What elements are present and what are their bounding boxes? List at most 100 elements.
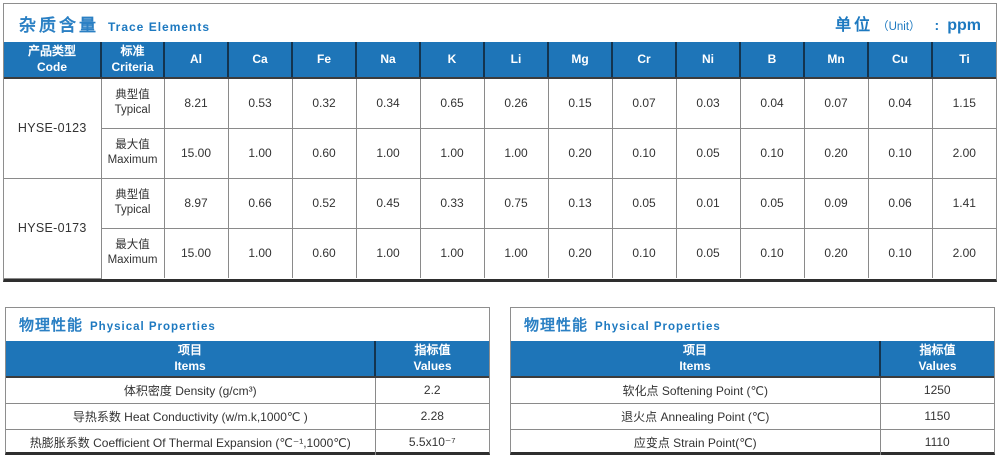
trace-col-b: B: [739, 42, 804, 80]
trace-value: 1.00: [419, 227, 485, 279]
trace-value: 0.01: [675, 177, 741, 229]
physical-properties-table-right: 项目 Items 指标值 Values 软化点 Softening Point (℃) 1…: [511, 341, 994, 456]
trace-value: 0.10: [867, 127, 933, 179]
trace-value: 0.26: [483, 77, 549, 129]
trace-col-ca: Ca: [227, 42, 292, 80]
trace-col-li: Li: [483, 42, 548, 80]
phys-right-title-row: 物理性能 Physical Properties: [511, 308, 994, 341]
phys-right-title-cn: 物理性能: [524, 317, 589, 334]
trace-col-cu: Cu: [867, 42, 932, 80]
phys-value: 2.28: [374, 402, 489, 430]
phys-item: 退火点 Annealing Point (℃): [511, 402, 881, 430]
trace-value: 0.04: [739, 77, 805, 129]
trace-col-code: 产品类型 Code: [4, 42, 101, 80]
unit-cn: 单位: [835, 17, 874, 34]
product-code: HYSE-0173: [4, 177, 102, 279]
trace-value: 0.10: [611, 127, 677, 179]
trace-row-typical: HYSE-0123 典型值 Typical 8.21 0.53 0.32 0.34 0.65 0…: [4, 77, 996, 179]
trace-value: 0.20: [803, 227, 869, 279]
trace-row-maximum: 最大值 Maximum 15.00 1.00 0.60 1.00 1.00 1.00 0.20 0…: [4, 127, 996, 179]
trace-value: 15.00: [163, 127, 229, 179]
phys-col-items: 项目 Items: [511, 341, 880, 379]
phys-row: 应变点 Strain Point(℃) 1110: [511, 428, 994, 456]
phys-left-title: 物理性能 Physical Properties: [19, 314, 216, 335]
trace-value: 1.41: [931, 177, 996, 229]
trace-value: 0.20: [547, 227, 613, 279]
trace-col-criteria: 标准 Criteria: [100, 42, 164, 80]
trace-header-row: 产品类型 Code 标准 Criteria Al Ca Fe Na K Li Mg Cr Ni B Mn Cu…: [4, 42, 996, 80]
phys-row: 退火点 Annealing Point (℃) 1150: [511, 402, 994, 430]
phys-value: 2.2: [374, 376, 489, 404]
trace-value: 15.00: [163, 227, 229, 279]
phys-item: 导热系数 Heat Conductivity (w/m.k,1000℃ ): [6, 402, 376, 430]
trace-value: 0.06: [867, 177, 933, 229]
trace-value: 0.20: [547, 127, 613, 179]
trace-value: 0.10: [867, 227, 933, 279]
trace-value: 1.00: [483, 127, 549, 179]
trace-value: 0.07: [803, 77, 869, 129]
trace-value: 0.53: [227, 77, 293, 129]
trace-value: 1.00: [483, 227, 549, 279]
phys-col-items: 项目 Items: [6, 341, 375, 379]
trace-value: 0.15: [547, 77, 613, 129]
trace-value: 0.20: [803, 127, 869, 179]
phys-left-title-row: 物理性能 Physical Properties: [6, 308, 489, 341]
phys-value: 5.5x10⁻⁷: [374, 428, 489, 456]
trace-value: 0.32: [291, 77, 357, 129]
physical-properties-table-left: 项目 Items 指标值 Values 体积密度 Density (g/cm³) 2.2 导…: [6, 341, 489, 456]
phys-col-values: 指标值 Values: [374, 341, 489, 379]
trace-title-en: Trace Elements: [108, 19, 211, 34]
trace-col-fe: Fe: [291, 42, 356, 80]
phys-item: 软化点 Softening Point (℃): [511, 376, 881, 404]
phys-item: 应变点 Strain Point(℃): [511, 428, 881, 456]
phys-col-values: 指标值 Values: [879, 341, 994, 379]
unit-label: 单位 （Unit） : ppm: [835, 11, 981, 35]
trace-value: 2.00: [931, 127, 996, 179]
trace-title: 杂质含量 Trace Elements: [19, 11, 210, 36]
trace-col-mn: Mn: [803, 42, 868, 80]
trace-value: 1.00: [227, 227, 293, 279]
trace-value: 0.05: [611, 177, 677, 229]
phys-value: 1250: [879, 376, 994, 404]
trace-value: 0.33: [419, 177, 485, 229]
trace-value: 0.05: [675, 127, 741, 179]
trace-value: 0.65: [419, 77, 485, 129]
trace-col-al: Al: [163, 42, 228, 80]
trace-value: 0.34: [355, 77, 421, 129]
trace-value: 1.00: [355, 227, 421, 279]
phys-left-title-cn: 物理性能: [19, 317, 84, 334]
trace-value: 0.05: [675, 227, 741, 279]
row-label-maximum: 最大值 Maximum: [101, 127, 165, 179]
unit-value: ppm: [947, 17, 981, 34]
trace-row-typical: HYSE-0173 典型值 Typical 8.97 0.66 0.52 0.45 0.33 0…: [4, 177, 996, 279]
trace-col-cr: Cr: [611, 42, 676, 80]
trace-value: 0.05: [739, 177, 805, 229]
trace-value: 0.10: [739, 127, 805, 179]
trace-col-ti: Ti: [931, 42, 996, 80]
trace-value: 0.52: [291, 177, 357, 229]
product-code: HYSE-0123: [4, 77, 102, 179]
trace-col-na: Na: [355, 42, 420, 80]
trace-value: 0.07: [611, 77, 677, 129]
trace-value: 8.97: [163, 177, 229, 229]
trace-value: 0.60: [291, 227, 357, 279]
phys-right-title: 物理性能 Physical Properties: [524, 314, 721, 335]
unit-separator: :: [934, 17, 940, 33]
trace-value: 1.00: [419, 127, 485, 179]
phys-value: 1150: [879, 402, 994, 430]
trace-col-k: K: [419, 42, 484, 80]
trace-value: 0.09: [803, 177, 869, 229]
phys-row: 体积密度 Density (g/cm³) 2.2: [6, 376, 489, 404]
trace-elements-panel: 杂质含量 Trace Elements 单位 （Unit） : ppm 产品类型…: [3, 3, 997, 282]
trace-value: 0.03: [675, 77, 741, 129]
trace-elements-table: 产品类型 Code 标准 Criteria Al Ca Fe Na K Li Mg Cr Ni B Mn Cu…: [4, 42, 996, 279]
trace-value: 0.13: [547, 177, 613, 229]
phys-left-title-en: Physical Properties: [90, 321, 216, 333]
row-label-maximum: 最大值 Maximum: [101, 227, 165, 279]
trace-value: 1.00: [355, 127, 421, 179]
trace-title-row: 杂质含量 Trace Elements 单位 （Unit） : ppm: [4, 4, 996, 42]
trace-row-maximum: 最大值 Maximum 15.00 1.00 0.60 1.00 1.00 1.00 0.20 0…: [4, 227, 996, 279]
trace-value: 2.00: [931, 227, 996, 279]
phys-row: 导热系数 Heat Conductivity (w/m.k,1000℃ ) 2.2…: [6, 402, 489, 430]
physical-properties-panel-right: 物理性能 Physical Properties 项目 Items 指标值 Value…: [510, 307, 995, 456]
